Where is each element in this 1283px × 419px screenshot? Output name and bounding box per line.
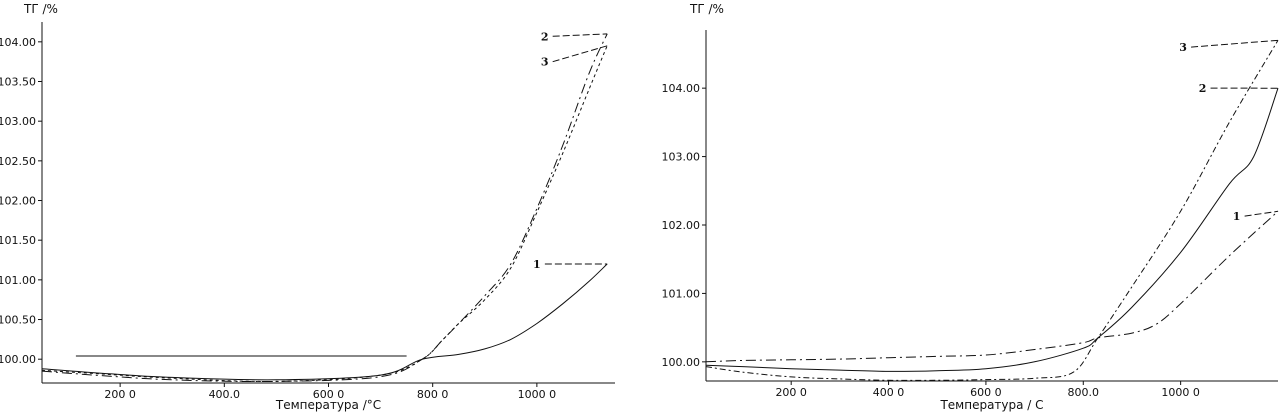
series-line-3 [706,40,1279,381]
curve-label-leader [552,33,608,37]
y-tick-label: 104.00 [662,82,701,95]
y-tick-label: 102.00 [662,219,701,232]
chart-panel-1: ТГ /% 100.00 100.50 101.00 101.50 102.00 102.5… [0,2,615,412]
curve-label-2: 2 [541,30,549,43]
x-tick-label: 400.0 [209,388,241,401]
curve-label-3: 3 [1179,41,1187,54]
y-tick-label: 100.00 [0,353,36,366]
series-line-3 [42,45,608,382]
x-axis-label: Температура / С [939,398,1043,412]
x-tick-label: 400 0 [873,386,905,399]
y-axis-label: ТГ /% [689,2,724,16]
x-tick-label: 1000 0 [1161,386,1200,399]
x-tick-label: 200 0 [104,388,136,401]
y-tick-label: 104.00 [0,36,36,49]
x-tick-label: 600 0 [313,388,345,401]
curve-label-3: 3 [541,56,549,69]
y-tick-label: 101.50 [0,234,36,247]
x-tick-label: 800.0 [1068,386,1100,399]
series-line-1 [706,210,1279,363]
curve-label-leader [552,45,608,63]
y-tick-label: 103.00 [662,151,701,164]
series-line-2 [706,88,1279,372]
y-tick-label: 101.00 [662,287,701,300]
curve-label-leader [1191,39,1279,48]
y-tick-label: 103.50 [0,76,36,89]
y-tick-label: 102.50 [0,155,36,168]
x-tick-label: 800 0 [417,388,449,401]
y-axis-label: ТГ /% [23,2,58,16]
x-tick-label: 1000 0 [518,388,557,401]
y-tick-label: 101.00 [0,274,36,287]
curve-label-2: 2 [1199,82,1207,95]
x-tick-label: 200 0 [775,386,807,399]
chart-panel-2: ТГ /% 100.00 101.00 102.00 103.00 104.00 200 0… [662,2,1279,412]
curve-label-1: 1 [533,258,541,271]
y-tick-label: 103.00 [0,115,36,128]
x-tick-label: 600 0 [970,386,1002,399]
curve-label-1: 1 [1233,210,1241,223]
x-axis-label: Температура /°C [275,398,381,412]
series-line-1 [42,263,608,381]
series-line-2 [42,33,608,383]
curve-label-leader [1244,210,1279,217]
y-tick-label: 100.50 [0,314,36,327]
y-tick-label: 100.00 [662,356,701,369]
y-tick-label: 102.00 [0,195,36,208]
